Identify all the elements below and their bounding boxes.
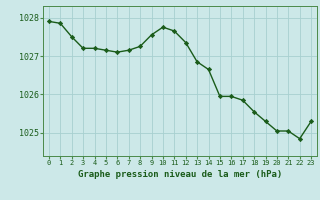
X-axis label: Graphe pression niveau de la mer (hPa): Graphe pression niveau de la mer (hPa): [78, 170, 282, 179]
